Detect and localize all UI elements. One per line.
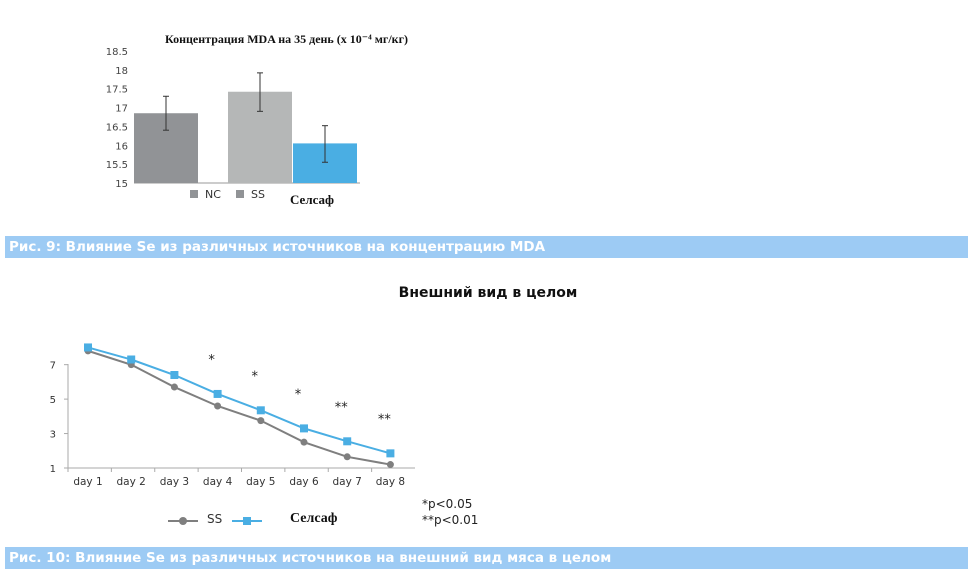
data-point xyxy=(213,389,222,398)
data-point xyxy=(127,355,136,364)
significance-mark: ** xyxy=(335,400,349,415)
data-point xyxy=(214,402,222,410)
x-tick-label: day 1 xyxy=(73,476,102,488)
x-tick-label: day 6 xyxy=(289,476,319,488)
significance-mark: * xyxy=(252,369,259,384)
legend-ss-label: SS xyxy=(207,512,223,526)
y-tick-label: 18 xyxy=(115,66,128,77)
significance-mark: * xyxy=(208,353,215,368)
significance-mark: * xyxy=(295,387,302,402)
appearance-line-chart: 1 3 5 7 day 1 day 2 day 3 day 4 day 5 day 6 day 7 d… xyxy=(50,343,415,488)
data-point xyxy=(300,438,308,446)
y-tick-label: 1 xyxy=(50,464,56,475)
chart-title: Концентрация MDA на 35 день (x 10⁻⁴ мг/к… xyxy=(165,32,409,46)
legend-ss-label: SS xyxy=(251,188,265,201)
x-tick-label: day 4 xyxy=(203,476,233,488)
series-line xyxy=(87,346,391,455)
significance-note-2: **p<0.01 xyxy=(422,513,479,527)
y-tick-label: 16 xyxy=(115,141,128,152)
legend-selsaf-label: Селсаф xyxy=(290,511,338,526)
data-point xyxy=(256,406,265,415)
y-tick-label: 15.5 xyxy=(106,160,128,171)
data-point xyxy=(257,417,265,425)
y-tick-label: 16.5 xyxy=(106,122,128,133)
significance-mark: ** xyxy=(378,412,392,427)
data-point xyxy=(343,453,351,461)
data-point xyxy=(170,371,179,379)
y-tick-label: 18.5 xyxy=(106,47,128,58)
figure-9-caption: Рис. 9: Влияние Se из различных источник… xyxy=(5,236,968,258)
significance-note-1: *p<0.05 xyxy=(422,497,473,511)
figure-10-title: Внешний вид в целом xyxy=(398,285,578,301)
x-tick-label: day 2 xyxy=(117,476,146,488)
data-point xyxy=(343,437,352,446)
legend-markers xyxy=(168,517,262,525)
x-tick-label: day 7 xyxy=(333,476,362,488)
legend-ss-swatch xyxy=(236,190,244,198)
data-point xyxy=(386,449,395,458)
y-tick-label: 5 xyxy=(50,395,56,406)
x-tick-label: day 5 xyxy=(246,476,275,488)
figure-10-caption: Рис. 10: Влияние Se из различных источни… xyxy=(5,547,968,569)
y-tick-label: 17.5 xyxy=(106,85,128,96)
legend-selsaf-marker xyxy=(243,517,251,525)
y-tick-label: 3 xyxy=(50,430,56,441)
x-tick-label: day 8 xyxy=(376,476,405,488)
legend-nc-swatch xyxy=(190,190,198,198)
mda-bar-chart: 15 15.5 16 16.5 17 17.5 18 18.5 NC SS Селсаф xyxy=(106,47,360,207)
data-point xyxy=(84,343,92,352)
series-line xyxy=(87,349,391,466)
legend-ss-marker xyxy=(179,517,187,525)
y-tick-label: 15 xyxy=(115,179,128,190)
y-tick-label: 7 xyxy=(50,361,56,372)
data-point xyxy=(170,383,178,391)
x-tick-label: day 3 xyxy=(160,476,189,488)
y-tick-label: 17 xyxy=(115,104,128,115)
legend-nc-label: NC xyxy=(205,188,221,201)
data-point xyxy=(300,424,308,433)
legend-selsaf-label: Селсаф xyxy=(290,192,334,207)
data-point xyxy=(386,461,394,469)
